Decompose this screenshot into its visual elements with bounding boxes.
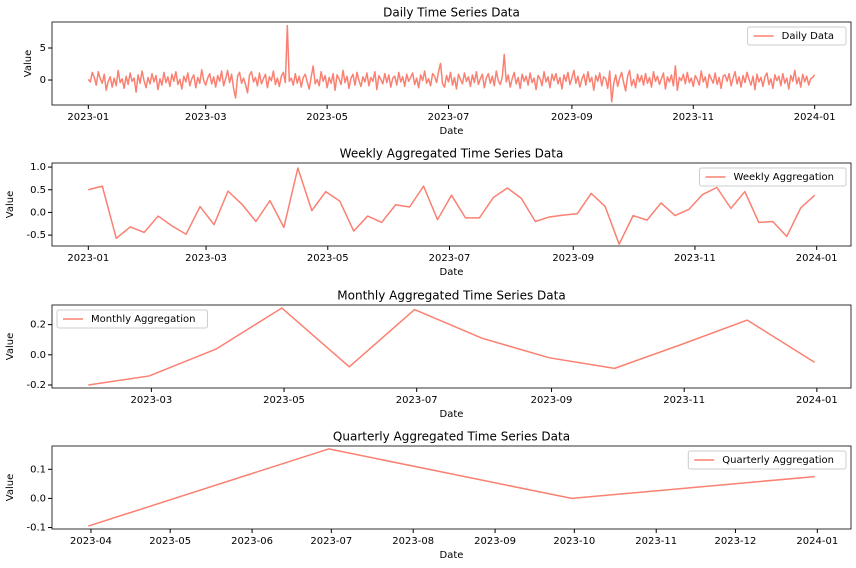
x-axis-label: Date <box>440 267 464 278</box>
y-tick-label: -0.2 <box>26 380 46 391</box>
x-tick-label: 2024-01 <box>796 253 838 264</box>
chart-title: Quarterly Aggregated Time Series Data <box>333 430 570 444</box>
x-tick-label: 2023-03 <box>185 112 227 123</box>
x-tick-label: 2023-07 <box>396 395 438 406</box>
x-tick-label: 2023-11 <box>672 112 714 123</box>
chart-title: Weekly Aggregated Time Series Data <box>340 147 564 161</box>
x-tick-label: 2023-11 <box>674 253 716 264</box>
y-tick-label: 1.0 <box>30 162 46 173</box>
legend-label: Weekly Aggregation <box>734 172 834 183</box>
x-tick-label: 2023-12 <box>715 536 757 547</box>
x-tick-label: 2023-05 <box>307 253 349 264</box>
y-tick-label: 0.2 <box>30 320 46 331</box>
x-tick-label: 2023-08 <box>392 536 434 547</box>
y-tick-label: 0 <box>40 75 46 86</box>
x-tick-label: 2023-09 <box>474 536 516 547</box>
y-tick-label: -0.1 <box>26 523 46 534</box>
x-tick-label: 2023-07 <box>429 253 471 264</box>
x-tick-label: 2023-11 <box>635 536 677 547</box>
x-tick-label: 2023-07 <box>428 112 470 123</box>
x-tick-label: 2023-01 <box>67 112 109 123</box>
x-tick-label: 2023-03 <box>185 253 227 264</box>
chart-title: Daily Time Series Data <box>383 6 520 20</box>
x-tick-label: 2023-01 <box>67 253 109 264</box>
legend-box <box>687 450 847 470</box>
chart-title: Monthly Aggregated Time Series Data <box>337 289 565 303</box>
x-tick-label: 2023-07 <box>310 536 352 547</box>
legend-label: Monthly Aggregation <box>91 314 195 325</box>
x-tick-label: 2023-09 <box>551 112 593 123</box>
y-tick-label: 0.0 <box>30 207 46 218</box>
y-tick-label: 0.0 <box>30 493 46 504</box>
axes-frame <box>51 21 852 106</box>
legend-box <box>699 167 847 187</box>
x-tick-label: 2023-09 <box>552 253 594 264</box>
legend: Monthly Aggregation <box>56 309 208 329</box>
x-tick-label: 2023-03 <box>130 395 172 406</box>
x-tick-label: 2023-06 <box>231 536 273 547</box>
y-tick-label: 5 <box>40 43 46 54</box>
x-axis-label: Date <box>440 409 464 420</box>
y-axis-label: Value <box>5 333 16 360</box>
line-series <box>87 24 816 103</box>
y-tick-label: 0.5 <box>30 185 46 196</box>
x-tick-label: 2024-01 <box>796 395 838 406</box>
legend: Weekly Aggregation <box>699 167 847 187</box>
legend: Quarterly Aggregation <box>687 450 847 470</box>
y-axis-label: Value <box>5 474 16 501</box>
axes-frame <box>51 162 852 247</box>
line-series <box>88 307 816 386</box>
y-axis-label: Value <box>23 50 34 77</box>
line-series <box>88 448 815 527</box>
x-tick-label: 2023-05 <box>263 395 305 406</box>
legend-box <box>56 309 208 329</box>
legend-label: Quarterly Aggregation <box>722 455 834 466</box>
legend-label: Daily Data <box>782 31 834 42</box>
x-tick-label: 2023-11 <box>663 395 705 406</box>
legend: Daily Data <box>747 26 847 46</box>
x-axis-label: Date <box>440 550 464 561</box>
y-tick-label: 0.1 <box>30 464 46 475</box>
x-tick-label: 2023-05 <box>149 536 191 547</box>
axes-frame <box>51 445 852 530</box>
y-axis-label: Value <box>5 191 16 218</box>
legend-box <box>747 26 847 46</box>
x-tick-label: 2023-09 <box>531 395 573 406</box>
axes-frame <box>51 304 852 389</box>
y-tick-label: -0.5 <box>26 230 46 241</box>
x-tick-label: 2023-10 <box>553 536 595 547</box>
x-tick-label: 2024-01 <box>794 112 836 123</box>
y-tick-label: 0.0 <box>30 350 46 361</box>
x-tick-label: 2024-01 <box>796 536 838 547</box>
x-tick-label: 2023-04 <box>70 536 112 547</box>
x-axis-label: Date <box>440 126 464 137</box>
x-tick-label: 2023-05 <box>306 112 348 123</box>
line-series <box>88 167 816 245</box>
